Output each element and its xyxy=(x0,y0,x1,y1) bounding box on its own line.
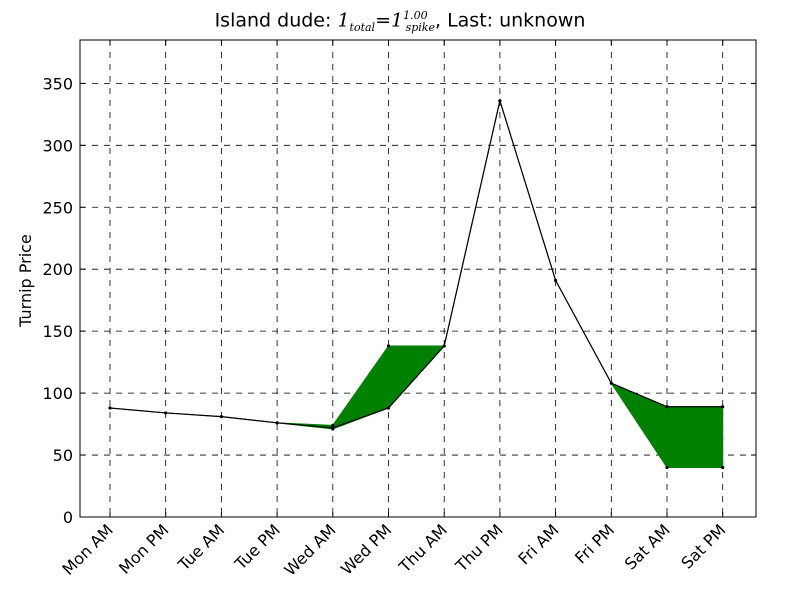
data-point xyxy=(108,406,112,410)
price-points xyxy=(108,99,725,470)
range-low-point xyxy=(331,427,335,431)
price-line xyxy=(109,98,723,429)
x-tick-label: Fri AM xyxy=(514,520,562,568)
y-axis-label: Turnip Price xyxy=(16,234,35,328)
x-tick-label: Wed PM xyxy=(337,520,395,578)
title-total-sub: total xyxy=(349,21,376,35)
data-point xyxy=(442,344,446,348)
title-spike-sub: spike xyxy=(405,21,435,35)
x-tick-label: Thu AM xyxy=(395,520,451,576)
x-tick-label: Thu PM xyxy=(451,520,507,576)
title-total-base: 1 xyxy=(337,9,350,32)
y-tick-label: 150 xyxy=(42,322,73,341)
range-high-point xyxy=(331,423,335,427)
x-tick-label: Sat AM xyxy=(621,520,674,573)
data-point xyxy=(554,278,558,282)
y-tick-label: 0 xyxy=(63,508,73,527)
data-point xyxy=(275,421,279,425)
title-prefix: Island dude: xyxy=(214,9,338,32)
x-tick-label: Wed AM xyxy=(280,520,339,579)
data-point xyxy=(386,406,391,410)
range-high-point xyxy=(386,344,391,348)
y-tick-label: 50 xyxy=(53,446,73,465)
series-line xyxy=(109,98,723,429)
title-equals: = xyxy=(375,9,391,32)
price-range-area xyxy=(109,98,724,468)
x-tick-label: Tue PM xyxy=(230,520,284,574)
title-spike-sup: 1.00 xyxy=(403,9,428,22)
price-range-band xyxy=(109,98,724,468)
y-ticks: 0 50 100 150 200 250 300 350 xyxy=(42,74,756,527)
y-tick-label: 300 xyxy=(42,136,73,155)
data-point xyxy=(498,99,502,103)
chart-title: Island dude: 1total=11.00spike, Last: un… xyxy=(0,9,800,34)
data-point xyxy=(164,411,168,415)
data-point xyxy=(665,405,669,409)
data-point xyxy=(219,415,223,419)
x-tick-label: Sat PM xyxy=(677,520,729,572)
range-low-point xyxy=(665,465,669,470)
y-tick-label: 200 xyxy=(42,260,73,279)
data-point xyxy=(609,381,613,385)
x-tick-label: Mon PM xyxy=(115,520,172,577)
plot-frame xyxy=(79,39,757,518)
y-tick-label: 350 xyxy=(42,74,73,93)
x-tick-label: Fri PM xyxy=(571,520,618,567)
y-tick-label: 250 xyxy=(42,198,73,217)
x-tick-label: Tue AM xyxy=(174,520,229,575)
data-point xyxy=(721,405,725,409)
title-suffix: , Last: unknown xyxy=(434,9,586,32)
title-spike-base: 1 xyxy=(391,9,404,32)
x-tick-label: Mon AM xyxy=(58,520,116,578)
range-low-point xyxy=(721,465,725,470)
y-tick-label: 100 xyxy=(42,384,73,403)
